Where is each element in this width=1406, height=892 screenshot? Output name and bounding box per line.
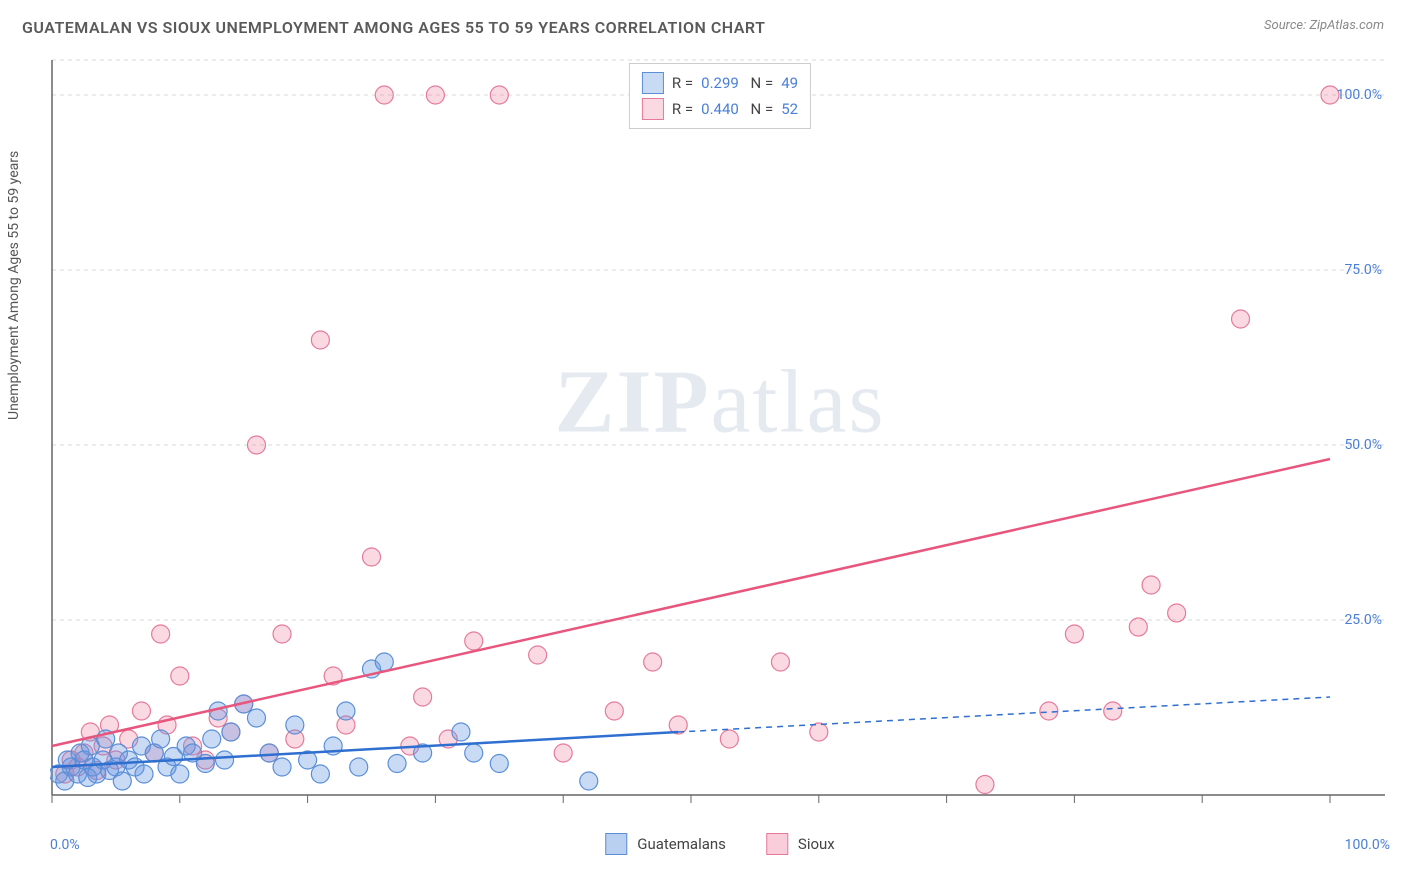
y-tick-label: 100.0% bbox=[1337, 87, 1382, 103]
chart-title: GUATEMALAN VS SIOUX UNEMPLOYMENT AMONG A… bbox=[22, 18, 765, 37]
r-label: R = bbox=[672, 100, 693, 118]
y-tick-label: 25.0% bbox=[1344, 612, 1382, 628]
legend-row-sioux: R = 0.440 N = 52 bbox=[642, 96, 798, 122]
r-value-sioux: 0.440 bbox=[701, 100, 739, 118]
y-axis-label: Unemployment Among Ages 55 to 59 years bbox=[6, 151, 22, 420]
x-min-label: 0.0% bbox=[50, 837, 80, 853]
scatter-plot bbox=[50, 55, 1390, 825]
chart-header: GUATEMALAN VS SIOUX UNEMPLOYMENT AMONG A… bbox=[22, 18, 1384, 37]
correlation-legend: R = 0.299 N = 49 R = 0.440 N = 52 bbox=[629, 63, 811, 129]
n-label: N = bbox=[747, 100, 773, 118]
source-prefix: Source: bbox=[1264, 18, 1309, 33]
swatch-sioux-icon bbox=[766, 833, 788, 855]
source-attribution: Source: ZipAtlas.com bbox=[1264, 18, 1384, 33]
r-value-guatemalans: 0.299 bbox=[701, 74, 739, 92]
n-label: N = bbox=[747, 74, 773, 92]
swatch-guatemalans-icon bbox=[605, 833, 627, 855]
legend-label-guatemalans: Guatemalans bbox=[637, 835, 726, 853]
swatch-sioux bbox=[642, 98, 664, 120]
legend-item-guatemalans: Guatemalans bbox=[605, 833, 726, 855]
y-tick-label: 50.0% bbox=[1344, 437, 1382, 453]
swatch-guatemalans bbox=[642, 72, 664, 94]
r-label: R = bbox=[672, 74, 693, 92]
series-legend: Guatemalans Sioux bbox=[605, 833, 834, 855]
chart-area: ZIPatlas R = 0.299 N = 49 R = 0.440 N = … bbox=[50, 55, 1390, 825]
n-value-guatemalans: 49 bbox=[781, 74, 798, 92]
y-tick-label: 75.0% bbox=[1344, 262, 1382, 278]
x-max-label: 100.0% bbox=[1345, 837, 1390, 853]
source-name: ZipAtlas.com bbox=[1309, 18, 1384, 33]
legend-row-guatemalans: R = 0.299 N = 49 bbox=[642, 70, 798, 96]
legend-label-sioux: Sioux bbox=[798, 835, 835, 853]
n-value-sioux: 52 bbox=[781, 100, 798, 118]
legend-item-sioux: Sioux bbox=[766, 833, 835, 855]
